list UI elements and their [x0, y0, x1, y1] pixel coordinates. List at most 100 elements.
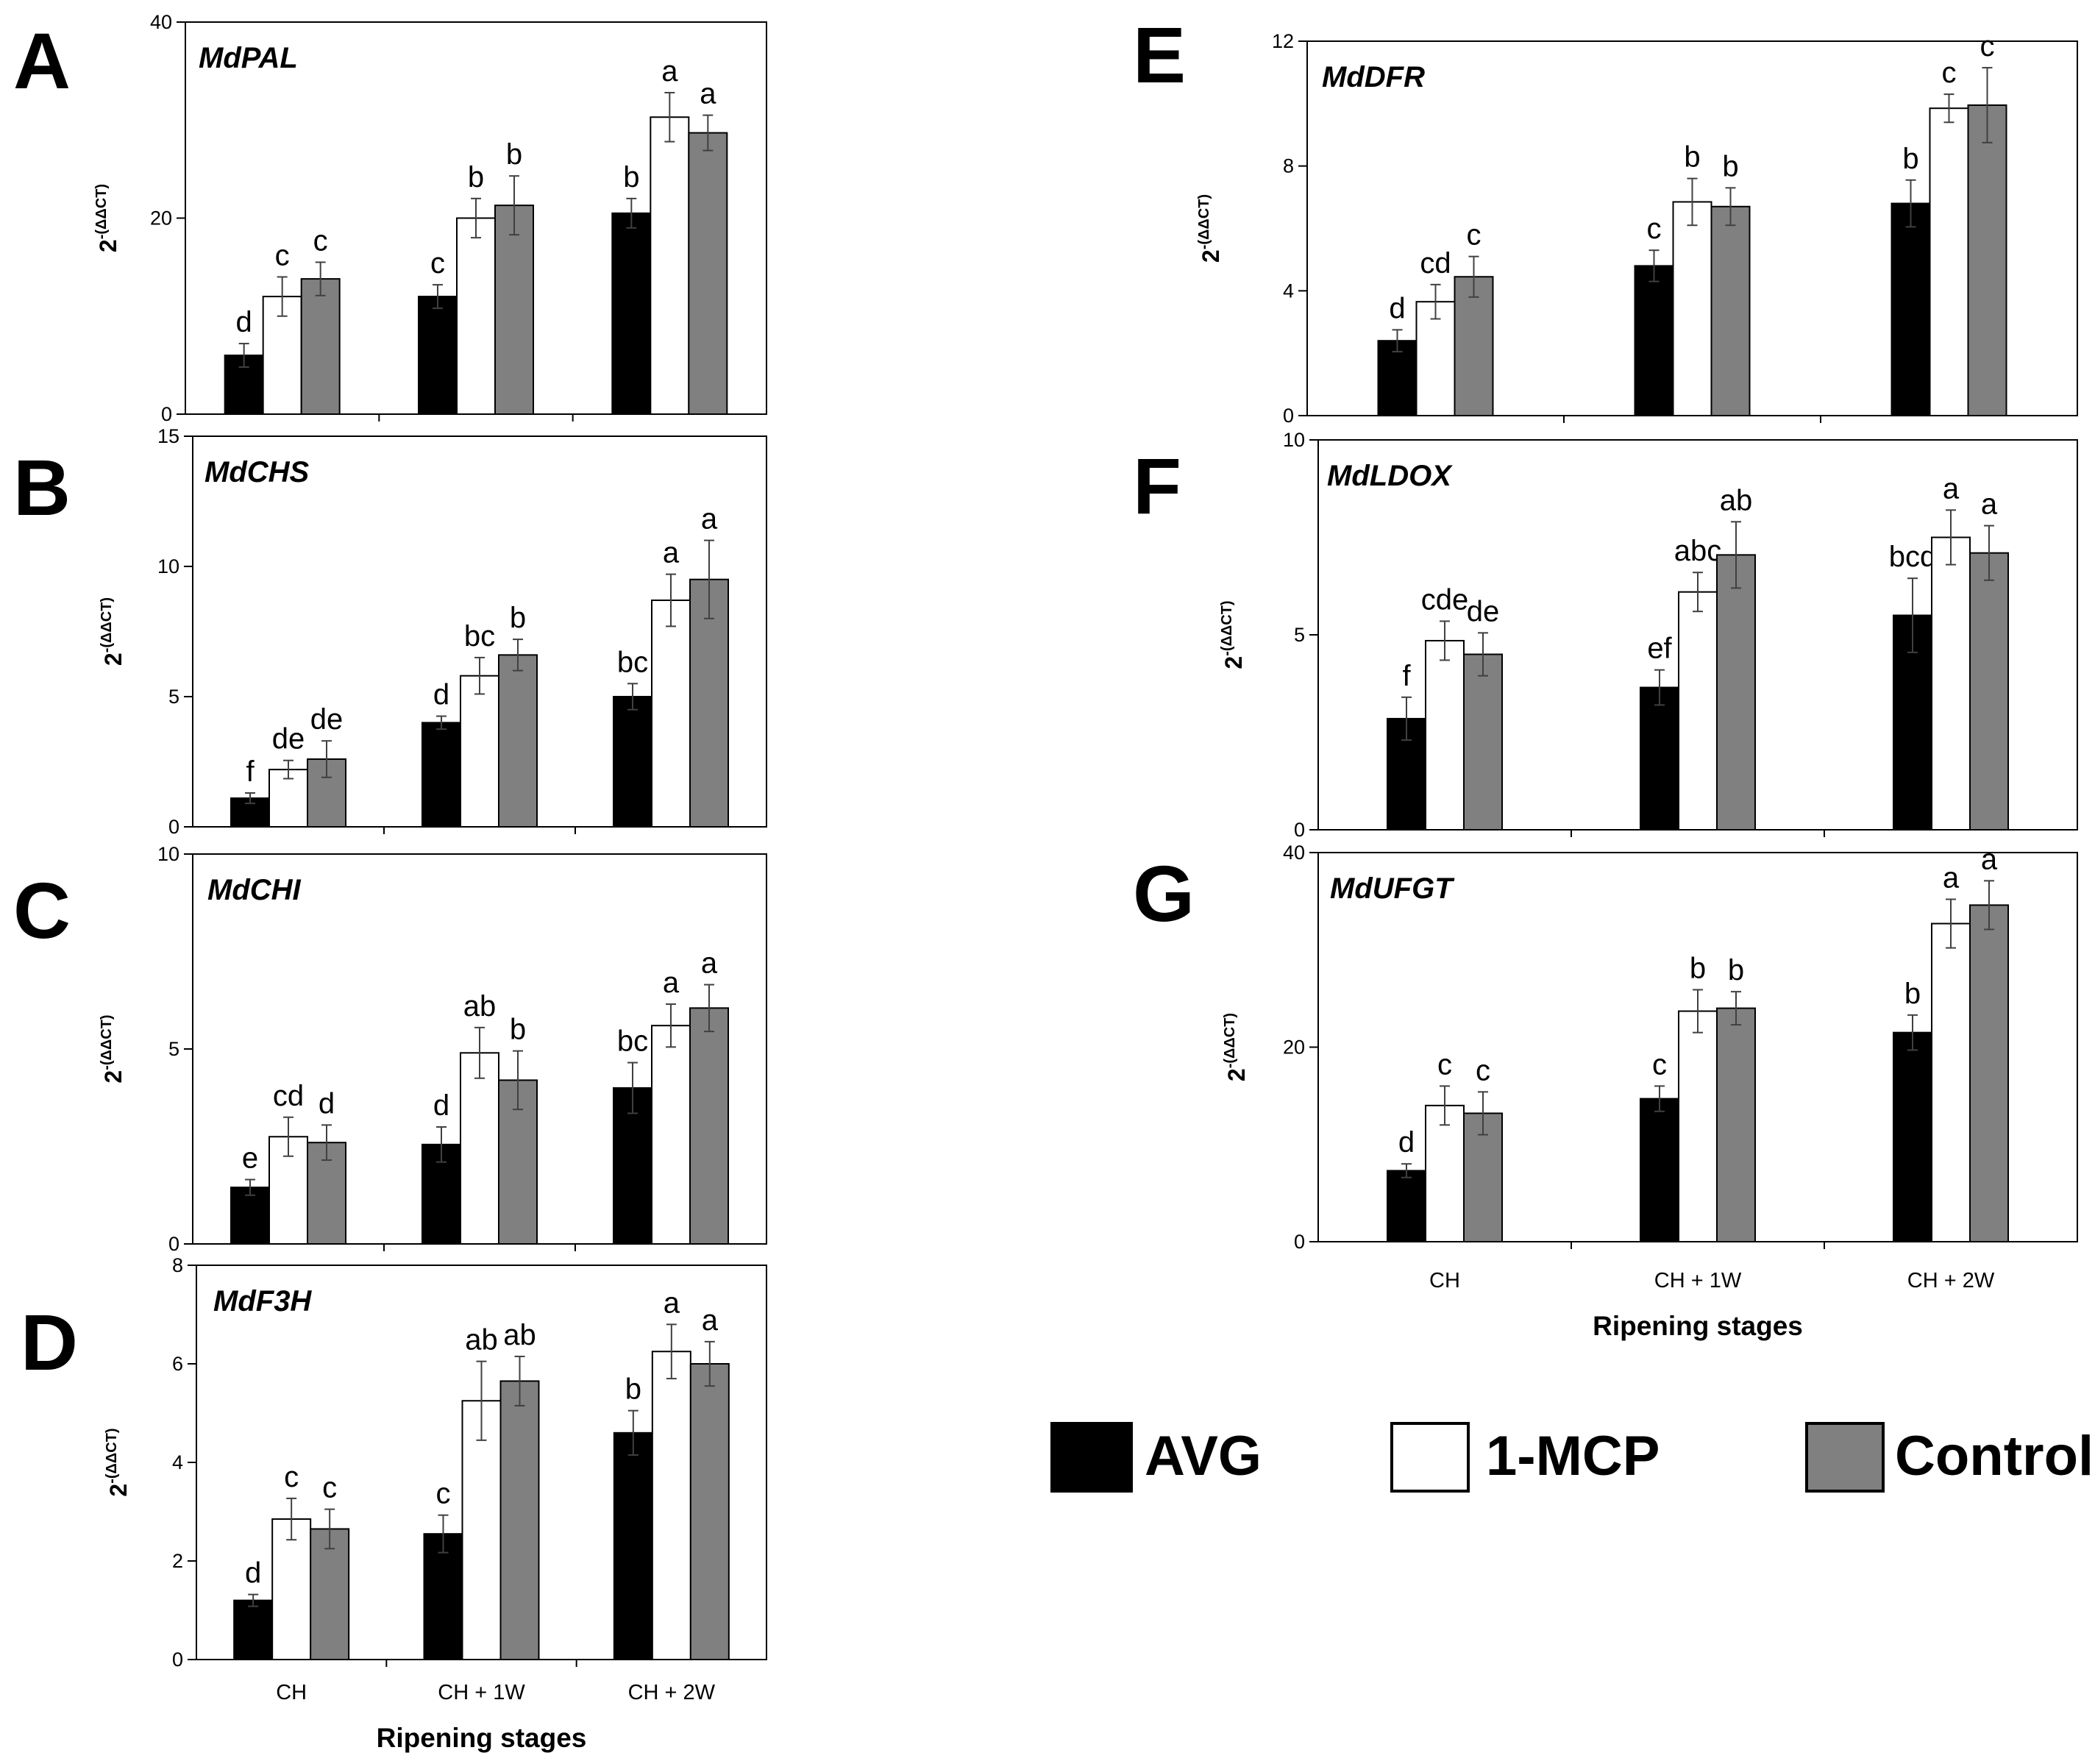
sig-letter-f-ch-avg: f [1402, 660, 1411, 692]
error-bar-d-ch-2w-1-mcp [666, 1323, 677, 1380]
error-bar-c-ch-2w-1-mcp [666, 1003, 676, 1048]
bar-b-ch-1w-control [498, 654, 538, 828]
bar-d-ch-1w-1-mcp [461, 1400, 502, 1660]
sig-letter-c-ch-2w-1-mcp: a [663, 967, 680, 999]
error-bar-d-ch-1w-control [514, 1355, 525, 1406]
sig-letter-c-ch-2w-control: a [701, 947, 718, 980]
bar-f-ch-1w-control [1716, 554, 1756, 831]
error-bar-b-ch-2w-control [704, 539, 714, 619]
error-bar-c-ch-2w-control [704, 984, 714, 1033]
y-tick-label-f-1: 5 [1294, 624, 1305, 646]
error-bar-g-ch-1w-avg [1654, 1085, 1665, 1112]
gene-title-f: MdLDOX [1327, 460, 1453, 492]
sig-letter-d-ch-avg: d [245, 1557, 261, 1590]
error-bar-e-ch-1w-1-mcp [1687, 177, 1698, 227]
sig-letter-e-ch-1w-avg: c [1647, 213, 1662, 245]
bar-e-ch-2w-control [1967, 104, 2007, 416]
sig-letter-b-ch-avg: f [246, 755, 255, 788]
sig-letter-b-ch-2w-control: a [701, 503, 718, 536]
bar-g-ch-avg [1387, 1170, 1426, 1243]
sig-letter-c-ch-1-mcp: cd [273, 1080, 304, 1112]
gene-title-d: MdF3H [213, 1285, 312, 1317]
bar-e-ch-2w-1-mcp [1929, 107, 1969, 416]
y-tick-label-c-1: 5 [168, 1038, 179, 1060]
sig-letter-d-ch-2w-avg: b [625, 1373, 641, 1406]
error-bar-a-ch-2w-avg [626, 197, 637, 229]
error-bar-f-ch-avg [1401, 696, 1412, 741]
bar-g-ch-1w-1-mcp [1678, 1010, 1718, 1242]
sig-letter-d-ch-1w-control: ab [503, 1319, 536, 1351]
sig-letter-a-ch-1w-1-mcp: b [468, 161, 484, 193]
sig-letter-a-ch-2w-avg: b [623, 161, 639, 193]
bar-d-ch-2w-avg [613, 1432, 653, 1661]
bar-f-ch-2w-control [1969, 552, 2009, 831]
y-tick-label-e-3: 12 [1272, 30, 1294, 52]
error-bar-a-ch-1w-control [509, 175, 519, 236]
sig-letter-d-ch-1-mcp: c [284, 1461, 299, 1493]
panel-letter-e: E [1133, 10, 1186, 99]
bar-a-ch-1w-control [494, 205, 534, 415]
sig-letter-e-ch-2w-avg: b [1902, 143, 1918, 175]
legend-swatch-1-mcp [1390, 1422, 1470, 1493]
sig-letter-b-ch-1w-control: b [510, 602, 526, 634]
panel-letter-g: G [1133, 849, 1195, 938]
error-bar-g-ch-1-mcp [1440, 1085, 1450, 1126]
error-bar-d-ch-2w-avg [627, 1409, 639, 1456]
error-bar-a-ch-2w-control [703, 114, 714, 152]
error-bar-c-ch-2w-avg [627, 1061, 638, 1114]
bar-b-ch-1w-avg [422, 722, 461, 828]
error-bar-d-ch-2w-control [704, 1340, 715, 1387]
sig-letter-f-ch-control: de [1467, 595, 1500, 627]
error-bar-a-ch-2w-1-mcp [664, 91, 675, 143]
panel-letter-b: B [13, 443, 71, 532]
gene-title-a: MdPAL [199, 42, 298, 74]
bar-d-ch-2w-1-mcp [651, 1351, 691, 1660]
error-bar-g-ch-2w-1-mcp [1946, 898, 1956, 949]
y-tick-label-c-0: 0 [168, 1233, 179, 1255]
sig-letter-f-ch-1w-avg: ef [1647, 633, 1672, 665]
bar-d-ch-control [310, 1528, 350, 1660]
sig-letter-f-ch-2w-control: a [1981, 488, 1998, 521]
error-bar-d-ch-1w-avg [438, 1514, 449, 1554]
bar-f-ch-control [1463, 653, 1503, 831]
error-bar-d-ch-avg [248, 1593, 259, 1607]
sig-letter-e-ch-1-mcp: cd [1420, 247, 1451, 280]
bar-a-ch-2w-1-mcp [650, 116, 690, 415]
bar-d-ch-avg [233, 1599, 274, 1661]
y-tick-label-g-2: 40 [1283, 842, 1305, 864]
error-bar-b-ch-1w-control [513, 639, 523, 672]
bar-c-ch-1w-1-mcp [460, 1052, 499, 1245]
bar-a-ch-1w-1-mcp [456, 217, 496, 415]
sig-letter-a-ch-1w-control: b [506, 138, 522, 171]
bar-b-ch-1w-1-mcp [460, 675, 499, 828]
y-axis-label-f: 2-(ΔΔCT) [1219, 600, 1247, 669]
bar-d-ch-1-mcp [271, 1518, 312, 1661]
error-bar-f-ch-1-mcp [1440, 620, 1450, 661]
y-tick-label-e-2: 8 [1283, 155, 1294, 177]
legend-label-control: Control [1895, 1425, 2094, 1487]
sig-letter-g-ch-avg: d [1398, 1126, 1415, 1159]
sig-letter-e-ch-avg: d [1389, 292, 1405, 324]
y-tick-label-c-2: 10 [157, 843, 179, 865]
sig-letter-g-ch-1w-avg: c [1652, 1048, 1667, 1081]
bar-e-ch-1w-1-mcp [1672, 201, 1712, 416]
bar-f-ch-2w-1-mcp [1931, 536, 1971, 831]
bar-g-ch-1-mcp [1425, 1104, 1465, 1242]
sig-letter-c-ch-2w-avg: bc [617, 1025, 648, 1058]
error-bar-g-ch-2w-control [1984, 880, 1994, 931]
sig-letter-a-ch-2w-control: a [700, 78, 716, 110]
error-bar-d-ch-1w-1-mcp [476, 1360, 487, 1441]
error-bar-b-ch-avg [245, 792, 255, 805]
error-bar-c-ch-avg [245, 1178, 255, 1196]
y-tick-label-b-0: 0 [168, 816, 179, 838]
sig-letter-a-ch-avg: d [236, 306, 252, 338]
gene-title-b: MdCHS [204, 456, 310, 488]
bar-e-ch-1w-avg [1634, 265, 1674, 416]
